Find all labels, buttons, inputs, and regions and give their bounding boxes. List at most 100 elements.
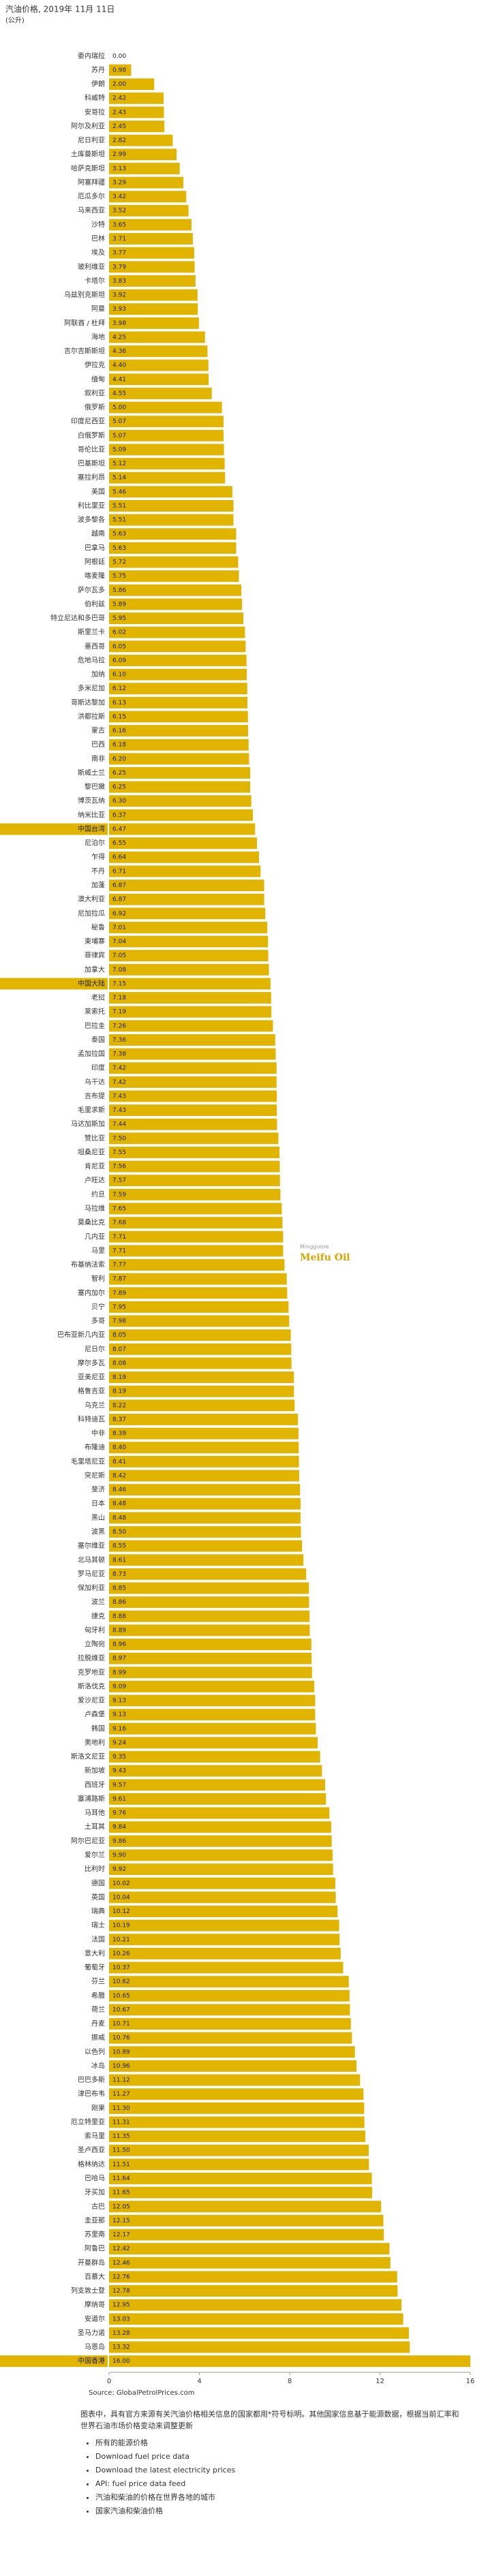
category-label: 匈牙利 (85, 1626, 105, 1634)
category-label: 马里 (91, 1247, 105, 1255)
link[interactable]: Download the latest electricity prices (95, 2464, 462, 2476)
bar (109, 1230, 284, 1243)
category-label: 蒙古 (91, 726, 105, 735)
bar (109, 2355, 470, 2368)
value-label: 7.59 (112, 1192, 126, 1198)
category-label: 中非 (91, 1429, 105, 1438)
bar (109, 1175, 280, 1187)
value-label: 10.04 (112, 1894, 130, 1901)
bar (109, 1442, 299, 1454)
value-label: 11.30 (112, 2105, 130, 2112)
value-label: 9.90 (112, 1852, 126, 1859)
bar (109, 416, 224, 428)
value-label: 10.62 (112, 1978, 130, 1985)
value-label: 11.27 (112, 2091, 130, 2098)
value-label: 5.75 (112, 573, 126, 580)
category-label: 格鲁吉亚 (78, 1386, 105, 1395)
category-label: 秘鲁 (91, 922, 105, 931)
value-label: 7.65 (112, 1206, 126, 1213)
category-label: 奥地利 (85, 1738, 105, 1747)
category-label: 乌干达 (85, 1077, 105, 1086)
category-label: 索马里 (85, 2132, 105, 2141)
value-label: 7.43 (112, 1107, 126, 1114)
category-label: 爱尔兰 (85, 1850, 105, 1859)
bar (109, 1680, 315, 1692)
value-label: 3.93 (112, 306, 126, 313)
category-label: 格林纳达 (78, 2160, 105, 2169)
value-label: 6.09 (112, 657, 126, 664)
bar (109, 2032, 352, 2044)
category-label: 卡塔尔 (85, 276, 105, 285)
category-label: 越南 (91, 529, 105, 538)
category-label: 卢旺达 (85, 1176, 105, 1185)
category-label: 古巴 (91, 2202, 105, 2211)
value-label: 12.46 (112, 2260, 130, 2267)
value-label: 6.25 (112, 784, 126, 791)
value-label: 7.36 (112, 1037, 126, 1044)
value-label: 8.41 (112, 1459, 126, 1465)
bar (109, 1427, 299, 1440)
value-label: 5.86 (112, 587, 126, 594)
category-label: 突尼斯 (85, 1471, 105, 1480)
category-label: 塞内加尔 (78, 1288, 105, 1297)
value-label: 9.57 (112, 1782, 126, 1788)
bar (109, 1470, 299, 1482)
value-label: 4.25 (112, 334, 126, 341)
bar (109, 1666, 312, 1679)
value-label: 8.61 (112, 1557, 126, 1564)
category-label: 白俄罗斯 (78, 431, 105, 439)
link[interactable]: Download fuel price data (95, 2451, 462, 2462)
link[interactable]: 国家汽油和柴油价格 (95, 2505, 462, 2517)
x-tick-label: 0 (107, 2378, 111, 2385)
link[interactable]: 所有的能源价格 (95, 2437, 462, 2449)
value-label: 10.19 (112, 1923, 130, 1929)
category-label: 伊拉克 (85, 360, 105, 369)
bar (109, 162, 180, 174)
value-label: 8.48 (112, 1515, 126, 1521)
value-label: 6.25 (112, 770, 126, 777)
value-label: 6.05 (112, 643, 126, 650)
value-label: 6.18 (112, 742, 126, 749)
bar (109, 1371, 294, 1384)
bar (109, 626, 245, 638)
value-label: 9.16 (112, 1726, 126, 1733)
bar (109, 893, 264, 905)
category-label: 安道尔 (85, 2314, 105, 2323)
bar (109, 373, 209, 386)
category-label: 玻利维亚 (78, 262, 105, 271)
bar (109, 880, 264, 891)
value-label: 9.86 (112, 1838, 126, 1845)
category-label: 列支敦士登 (71, 2286, 105, 2295)
value-label: 13.32 (112, 2344, 130, 2351)
category-label: 坦桑尼亚 (78, 1147, 105, 1156)
bar (109, 2130, 365, 2143)
bar (109, 1877, 335, 1889)
bar (109, 950, 269, 962)
value-label: 8.39 (112, 1431, 126, 1438)
bar (109, 2341, 410, 2353)
value-label: 9.13 (112, 1698, 126, 1705)
value-label: 8.05 (112, 1332, 126, 1339)
bar (109, 191, 187, 203)
category-label: 开曼群岛 (78, 2258, 105, 2267)
category-label: 海地 (91, 332, 105, 341)
value-label: 8.85 (112, 1585, 126, 1592)
bar (109, 1835, 332, 1847)
bar (109, 1160, 280, 1173)
bar (109, 1512, 301, 1524)
source: Source: GlobalPetrolPrices.com (89, 2389, 194, 2397)
x-tick-label: 4 (197, 2378, 201, 2385)
value-label: 7.38 (112, 1051, 126, 1058)
bar (109, 654, 247, 666)
value-label: 8.99 (112, 1669, 126, 1676)
bar (109, 1765, 322, 1777)
value-label: 2.82 (112, 138, 126, 144)
category-label: 罗马尼亚 (78, 1570, 105, 1578)
bar (109, 64, 132, 76)
link[interactable]: API: fuel price data feed (95, 2478, 462, 2489)
bar (109, 2088, 364, 2100)
bar (109, 865, 261, 878)
link[interactable]: 汽油和柴油的价格在世界各地的城市 (95, 2492, 462, 2503)
category-label: 澳大利亚 (78, 895, 105, 903)
value-label: 10.21 (112, 1936, 130, 1943)
